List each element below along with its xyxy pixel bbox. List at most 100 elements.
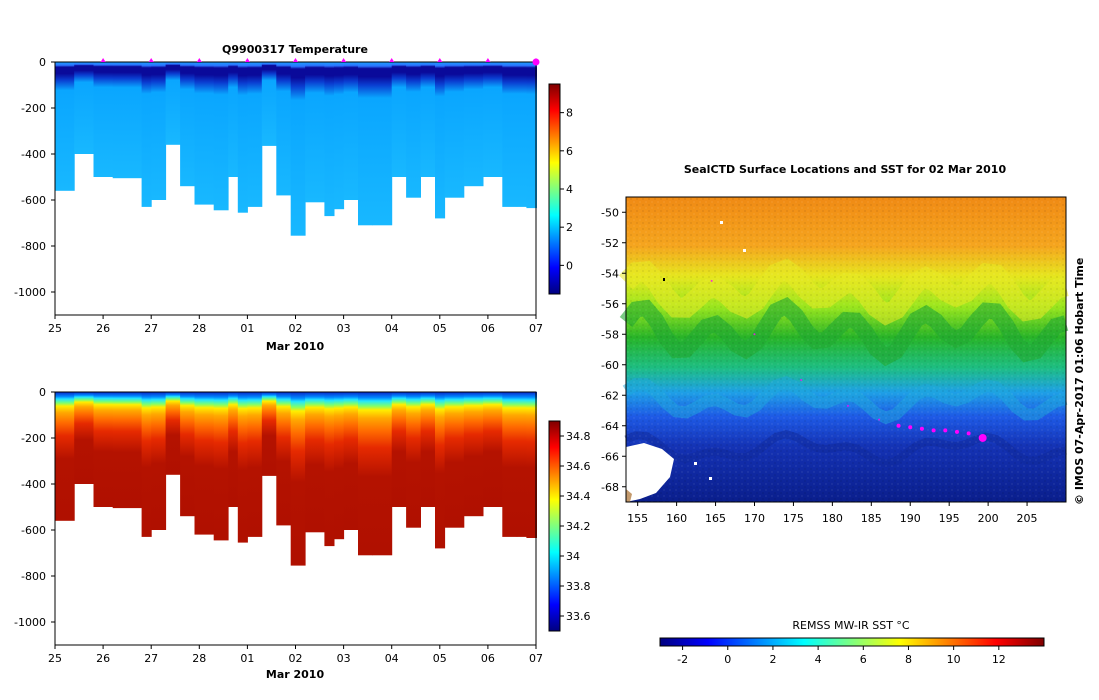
island: [709, 477, 712, 480]
sst-latitude-axis: -50 -52 -54 -56 -58 -60 -62 -64 -66 -68: [601, 206, 626, 494]
temperature-title: Q9900317 Temperature: [222, 43, 368, 56]
lat-tick-label: -60: [601, 359, 619, 372]
x-tick-label: 03: [337, 322, 351, 335]
profile-column: [444, 62, 465, 198]
profile-column: [141, 62, 152, 207]
profile-column: [358, 392, 373, 556]
profile-marker: [341, 58, 347, 62]
profile-column: [358, 62, 373, 226]
x-tick-label: 25: [48, 322, 62, 335]
sst-map-title: SealCTD Surface Locations and SST for 02…: [684, 163, 1007, 176]
profile-column: [55, 62, 75, 191]
profile-column: [55, 392, 75, 521]
x-tick-label: 27: [144, 652, 158, 665]
profile-column: [194, 392, 215, 535]
profile-column: [112, 392, 143, 509]
island: [720, 221, 723, 224]
lat-tick-label: -62: [601, 389, 619, 402]
profile-marker: [100, 58, 106, 62]
temperature-x-label: Mar 2010: [266, 340, 325, 353]
credit-text: © IMOS 07-Apr-2017 01:06 Hobart Time: [1073, 258, 1086, 505]
profile-marker: [244, 58, 250, 62]
sst-colorbar-tick-label: 10: [947, 653, 961, 666]
profile-column: [435, 392, 446, 549]
sst-colorbar-tick-label: 2: [769, 653, 776, 666]
x-tick-label: 27: [144, 322, 158, 335]
y-tick-label: -600: [21, 194, 46, 207]
profile-column: [290, 62, 306, 236]
profile-marker: [485, 58, 491, 62]
lon-tick-label: 155: [627, 512, 648, 525]
profile-column: [305, 392, 325, 533]
x-tick-label: 26: [96, 322, 110, 335]
profile-column: [391, 392, 407, 507]
profile-column: [151, 392, 167, 530]
colorbar-tick-label: 0: [566, 259, 573, 272]
temperature-x-axis: 25 26 27 28 01 02 03 04 05 06 07: [48, 315, 543, 335]
colorbar-tick-label: 34.4: [566, 490, 591, 503]
y-tick-label: -1000: [14, 616, 46, 629]
profile-column: [165, 392, 181, 475]
colorbar-tick-label: 6: [566, 145, 573, 158]
profile-column: [324, 62, 335, 217]
profile-column: [502, 392, 518, 537]
y-tick-label: -1000: [14, 286, 46, 299]
profile-column: [276, 62, 292, 196]
lon-tick-label: 200: [978, 512, 999, 525]
profile-column: [247, 392, 263, 537]
profile-column: [237, 392, 248, 543]
profile-column: [180, 62, 195, 187]
profile-column: [372, 392, 393, 556]
profile-column: [343, 62, 359, 200]
lat-tick-label: -52: [601, 237, 619, 250]
land-brown: [626, 489, 632, 502]
x-tick-label: 06: [481, 322, 495, 335]
track-point: [896, 423, 901, 428]
island: [694, 462, 697, 465]
salinity-field: [55, 392, 537, 566]
lat-tick-label: -54: [601, 267, 619, 280]
profile-column: [74, 392, 94, 484]
island: [663, 278, 665, 281]
profile-column: [343, 392, 359, 530]
sst-colorbar-tick-label: 4: [815, 653, 822, 666]
sst-map-panel: SealCTD Surface Locations and SST for 02…: [601, 163, 1086, 666]
salinity-panel: 0 -200 -400 -600 -800 -1000 25 26 27 28 01 02 03 04 0…: [14, 386, 590, 681]
sst-colorbar-tick-label: -2: [677, 653, 688, 666]
sst-colorbar-title: REMSS MW-IR SST °C: [792, 619, 910, 632]
profile-column: [526, 392, 537, 538]
colorbar-tick-label: 34.6: [566, 460, 591, 473]
track-point: [931, 428, 936, 433]
profile-column: [261, 62, 277, 146]
y-tick-label: -400: [21, 148, 46, 161]
seal-track: [710, 279, 987, 442]
profile-marker: [389, 58, 395, 62]
lon-tick-label: 195: [939, 512, 960, 525]
x-tick-label: 01: [240, 652, 254, 665]
lat-tick-label: -66: [601, 450, 619, 463]
profile-column: [180, 392, 195, 517]
colorbar-tick-label: 34.8: [566, 430, 591, 443]
y-tick-label: -400: [21, 478, 46, 491]
salinity-x-label: Mar 2010: [266, 668, 325, 681]
temperature-colorbar: [548, 83, 561, 295]
sst-colorbar-tick-label: 8: [905, 653, 912, 666]
x-tick-label: 28: [192, 652, 206, 665]
x-tick-label: 04: [385, 652, 399, 665]
profile-column: [165, 62, 181, 145]
y-tick-label: -600: [21, 524, 46, 537]
profile-column: [276, 392, 292, 526]
salinity-y-axis: 0 -200 -400 -600 -800 -1000: [14, 386, 55, 629]
island: [743, 249, 746, 252]
x-tick-label: 02: [289, 652, 303, 665]
colorbar-tick-label: 34: [566, 550, 580, 563]
track-end-point: [978, 433, 987, 442]
profile-column: [247, 62, 263, 207]
x-tick-label: 07: [529, 652, 543, 665]
lon-tick-label: 185: [861, 512, 882, 525]
y-tick-label: -200: [21, 102, 46, 115]
sst-colorbar-tick-label: 12: [992, 653, 1006, 666]
lon-tick-label: 190: [900, 512, 921, 525]
colorbar-tick-label: 4: [566, 183, 573, 196]
sst-longitude-axis: 155 160 165 170 175 180 185 190 195 200 205: [627, 502, 1038, 525]
